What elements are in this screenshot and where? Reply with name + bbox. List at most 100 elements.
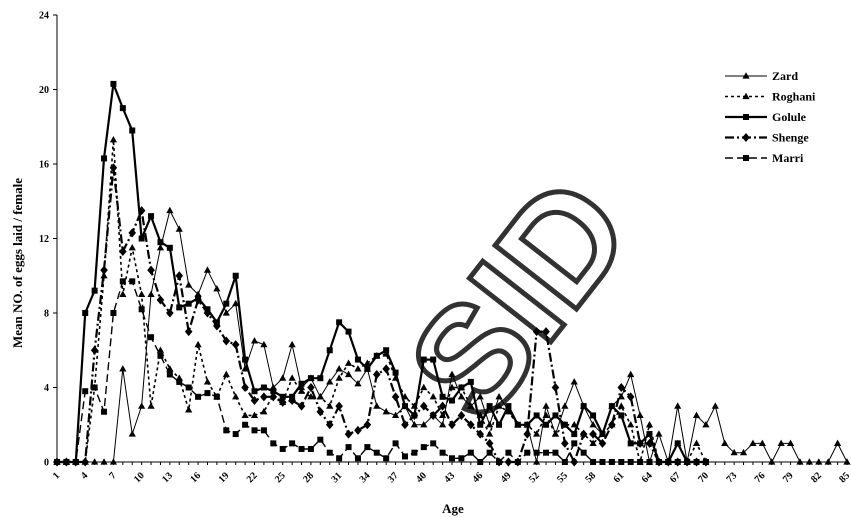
- data-point: [730, 448, 738, 456]
- x-tick-label: 49: [499, 470, 514, 485]
- x-tick-label: 40: [414, 470, 429, 485]
- data-point: [148, 334, 155, 341]
- data-point: [514, 459, 521, 465]
- data-point: [486, 420, 494, 428]
- data-point: [307, 393, 315, 400]
- y-tick-label: 4: [44, 383, 49, 394]
- data-point: [297, 401, 306, 411]
- data-point: [213, 393, 220, 400]
- data-point: [231, 340, 240, 350]
- data-point: [175, 225, 183, 232]
- legend-marker: [742, 92, 750, 100]
- data-point: [166, 244, 173, 251]
- data-point: [410, 420, 418, 428]
- y-tick-label: 16: [39, 160, 49, 171]
- data-point: [242, 356, 249, 363]
- data-point: [532, 327, 541, 337]
- data-point: [101, 155, 108, 162]
- legend-label: Golule: [772, 110, 807, 124]
- data-point: [542, 411, 550, 419]
- data-point: [54, 459, 60, 465]
- data-point: [476, 429, 485, 439]
- data-point: [777, 439, 785, 446]
- data-point: [420, 356, 427, 363]
- data-point: [382, 407, 390, 415]
- data-point: [241, 365, 249, 372]
- data-point: [110, 80, 117, 87]
- data-point: [241, 383, 249, 392]
- data-point: [109, 458, 118, 465]
- data-point: [438, 411, 447, 419]
- x-tick-label: 13: [160, 470, 175, 485]
- x-tick-label: 64: [640, 470, 655, 485]
- data-point: [213, 284, 221, 292]
- data-point: [420, 444, 427, 451]
- data-point: [448, 420, 456, 430]
- data-point: [223, 427, 230, 434]
- data-point: [692, 439, 701, 446]
- legend: Zard Roghani Golule Shenge Marri: [725, 69, 816, 165]
- legend-label: Marri: [772, 151, 804, 165]
- series-shenge: [53, 163, 710, 467]
- data-point: [552, 412, 559, 419]
- data-point: [589, 439, 597, 446]
- data-point: [82, 310, 89, 316]
- x-tick-label: 1: [51, 470, 62, 481]
- data-point: [655, 459, 662, 465]
- data-point: [91, 458, 99, 465]
- data-point: [289, 440, 296, 447]
- data-point: [326, 347, 333, 354]
- data-point: [438, 401, 447, 411]
- data-point: [401, 420, 409, 430]
- data-point: [542, 402, 550, 409]
- data-point: [485, 438, 494, 448]
- data-point: [335, 365, 343, 372]
- data-point: [232, 299, 240, 307]
- data-point: [354, 379, 362, 387]
- legend-label: Shenge: [772, 131, 809, 145]
- data-point: [129, 127, 136, 134]
- data-point: [298, 445, 305, 452]
- data-point: [524, 421, 531, 428]
- data-point: [222, 370, 230, 378]
- data-point: [250, 337, 259, 344]
- data-point: [138, 402, 146, 409]
- data-point: [430, 356, 437, 363]
- data-point: [269, 392, 278, 402]
- data-point: [382, 364, 390, 374]
- x-tick-label: 79: [781, 470, 796, 485]
- data-point: [590, 412, 597, 419]
- data-point: [420, 383, 428, 391]
- data-point: [336, 455, 343, 462]
- data-point: [175, 271, 184, 281]
- data-point: [561, 402, 569, 409]
- data-point: [223, 300, 230, 307]
- x-tick-label: 25: [273, 470, 288, 485]
- data-point: [364, 365, 371, 372]
- data-point: [815, 458, 823, 465]
- data-point: [288, 396, 296, 406]
- data-point: [147, 290, 155, 297]
- x-tick-label: 58: [583, 470, 598, 485]
- data-point: [533, 430, 541, 437]
- data-point: [185, 300, 192, 307]
- x-tick-label: 52: [527, 470, 542, 485]
- data-point: [665, 459, 672, 465]
- data-point: [392, 440, 399, 447]
- data-point: [477, 421, 484, 428]
- data-point: [363, 359, 371, 366]
- data-point: [185, 384, 192, 391]
- data-point: [646, 431, 653, 438]
- x-tick-label: 10: [132, 470, 147, 485]
- data-point: [156, 244, 165, 251]
- data-point: [166, 206, 174, 214]
- data-point: [157, 352, 164, 359]
- data-point: [250, 396, 259, 406]
- legend-marker: [743, 155, 749, 161]
- legend-label: Roghani: [772, 90, 816, 104]
- legend-marker: [742, 72, 750, 79]
- data-point: [185, 406, 193, 413]
- data-point: [383, 347, 390, 354]
- data-point: [524, 449, 531, 456]
